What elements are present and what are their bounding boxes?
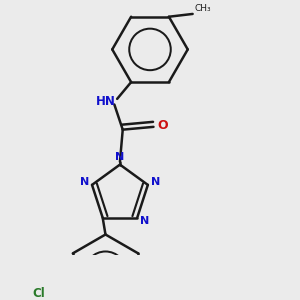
Text: CH₃: CH₃ xyxy=(194,4,211,13)
Text: N: N xyxy=(151,177,160,187)
Text: Cl: Cl xyxy=(32,287,45,300)
Text: N: N xyxy=(140,216,150,226)
Text: N: N xyxy=(80,177,89,187)
Text: O: O xyxy=(158,119,168,132)
Text: HN: HN xyxy=(96,95,116,108)
Text: N: N xyxy=(115,152,124,162)
